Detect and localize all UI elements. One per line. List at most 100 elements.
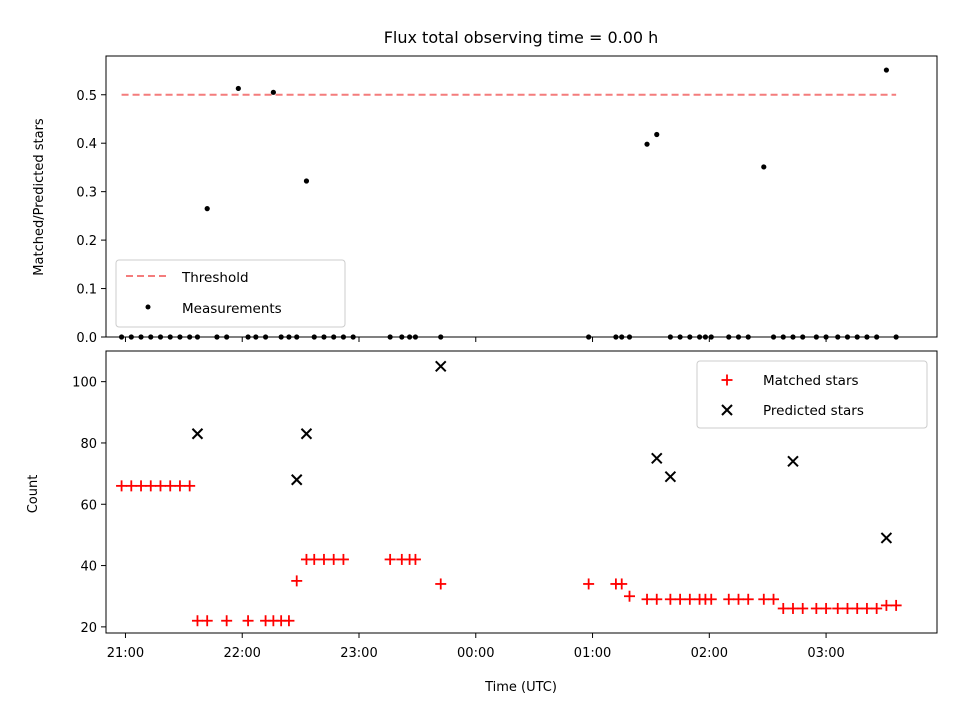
measurement-point	[883, 67, 890, 73]
legend-predicted-label: Predicted stars	[763, 403, 864, 419]
matched-star-point	[742, 593, 754, 605]
x-tick-label: 02:00	[691, 646, 728, 661]
chart-title: Flux total observing time = 0.00 h	[384, 28, 659, 47]
ratio-y-axis-label: Matched/Predicted stars	[32, 118, 47, 276]
count-panel: 20 40 60 80 100 21:00 22:00 23:00 00:00 01:00 02:…	[26, 350, 938, 695]
matched-star-point	[664, 593, 676, 605]
matched-star-point	[674, 593, 686, 605]
matched-star-point	[616, 578, 628, 590]
measurement-point	[654, 131, 660, 138]
matched-star-point	[135, 480, 147, 492]
predicted-star-point	[651, 452, 663, 464]
matched-star-point	[810, 602, 822, 614]
ratio-y-tick-label: 0.0	[76, 331, 97, 346]
matched-star-point	[116, 480, 128, 492]
matched-star-point	[880, 599, 892, 611]
ratio-y-tick-label: 0.2	[76, 234, 97, 249]
measurement-point	[235, 85, 241, 92]
ratio-plot-frame	[105, 55, 938, 338]
matched-star-point	[841, 602, 853, 614]
matched-star-point	[125, 480, 137, 492]
x-tick-label: 03:00	[807, 646, 844, 661]
count-y-axis-label: Count	[26, 475, 41, 514]
ratio-y-tick-label: 0.1	[76, 283, 97, 298]
x-tick-label: 22:00	[223, 646, 260, 661]
matched-star-point	[641, 593, 653, 605]
count-y-tick-label: 80	[80, 437, 97, 452]
matched-star-point	[191, 615, 203, 627]
matched-star-point	[777, 602, 789, 614]
matched-star-point	[221, 615, 233, 627]
measurement-point	[303, 178, 310, 184]
matched-star-point	[651, 593, 663, 605]
measurement-point	[204, 206, 210, 212]
matched-star-point	[861, 602, 873, 614]
matched-star-point	[409, 553, 421, 565]
count-y-tick-label: 40	[80, 560, 97, 575]
legend-measurements-label: Measurements	[182, 301, 282, 317]
matched-star-point	[291, 575, 303, 587]
predicted-star-point	[300, 428, 313, 440]
matched-star-point	[871, 602, 883, 614]
predicted-star-point	[435, 360, 447, 373]
predicted-star-point	[880, 532, 893, 544]
count-y-tick-label: 100	[72, 376, 97, 391]
legend-predicted-swatch	[721, 404, 733, 416]
matched-star-point	[684, 593, 696, 605]
matched-star-point	[820, 602, 832, 614]
count-y-tick-label: 60	[80, 498, 97, 513]
legend-plus-mark	[721, 374, 733, 386]
matched-star-point	[732, 593, 744, 605]
measurement-point	[270, 89, 276, 95]
matched-star-point	[832, 602, 844, 614]
predicted-star-point	[787, 455, 799, 468]
ratio-legend-box	[115, 259, 346, 328]
ratio-y-tick-label: 0.5	[76, 89, 97, 104]
ratio-legend: Threshold Measurements	[115, 259, 346, 328]
matched-star-point	[797, 602, 809, 614]
matched-star-point	[768, 593, 780, 605]
legend-x-mark	[721, 404, 733, 416]
measurement-point	[644, 141, 650, 147]
ratio-y-tick-label: 0.4	[76, 137, 97, 152]
count-plot-frame	[105, 350, 938, 634]
count-y-tick-label: 20	[80, 621, 97, 636]
matched-star-point	[174, 480, 186, 492]
legend-measurements-swatch	[145, 304, 151, 310]
matched-star-point	[851, 602, 863, 614]
matched-star-point	[145, 480, 157, 492]
matched-star-point	[164, 480, 176, 492]
matched-star-point	[308, 553, 320, 565]
x-axis-label: Time (UTC)	[484, 680, 557, 695]
matched-star-point	[318, 553, 330, 565]
matched-star-point	[435, 578, 447, 590]
count-legend-box	[696, 360, 928, 429]
x-tick-label: 01:00	[574, 646, 611, 661]
matched-star-point	[201, 615, 213, 627]
matched-star-point	[583, 578, 595, 590]
ratio-panel: 0.0 0.1 0.2 0.3 0.4 0.5 Matched/Predicted sta…	[32, 55, 938, 346]
predicted-star-point	[291, 474, 303, 486]
predicted-star-point	[664, 470, 677, 483]
predicted-star-point	[191, 428, 204, 440]
ratio-y-tick-label: 0.3	[76, 186, 97, 201]
matched-star-point	[384, 553, 396, 565]
matched-star-point	[705, 593, 717, 605]
legend-threshold-label: Threshold	[181, 270, 249, 286]
x-tick-label: 00:00	[457, 646, 494, 661]
matched-star-point	[890, 599, 902, 611]
matched-star-point	[723, 593, 735, 605]
matched-star-point	[242, 615, 254, 627]
x-tick-label: 23:00	[340, 646, 377, 661]
x-tick-label: 21:00	[107, 646, 144, 661]
matched-star-point	[154, 480, 166, 492]
legend-matched-swatch	[721, 374, 733, 386]
matched-star-point	[787, 602, 799, 614]
matched-star-point	[184, 480, 196, 492]
measurement-point	[761, 164, 767, 170]
matched-star-point	[283, 615, 295, 627]
matched-star-point	[624, 590, 636, 602]
count-legend: Matched stars Predicted stars	[696, 360, 928, 429]
matched-star-point	[337, 553, 349, 565]
